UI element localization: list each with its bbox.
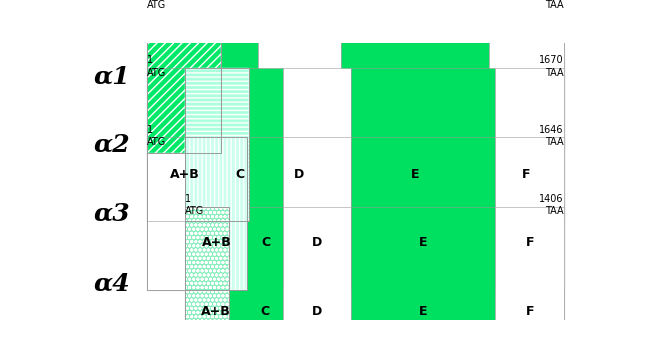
Bar [147,68,184,221]
Text: D: D [312,305,322,318]
Text: C: C [261,236,270,249]
Bar [352,138,495,290]
Text: ATG: ATG [184,207,204,216]
Text: 1: 1 [147,125,154,135]
Bar [184,138,247,290]
Text: A+B: A+B [201,305,231,318]
Text: E: E [419,236,427,249]
Text: F: F [526,305,534,318]
Text: C: C [260,305,270,318]
Text: D: D [294,168,304,181]
Text: 1670: 1670 [539,55,564,66]
Bar [184,207,228,359]
Bar [489,0,564,153]
Bar [228,207,283,359]
Bar [184,138,247,290]
Text: 1: 1 [147,55,154,66]
Bar [352,207,495,359]
Bar [283,207,352,359]
Bar [184,207,564,359]
Text: 1: 1 [184,194,191,204]
Bar [147,68,184,221]
Text: α4: α4 [94,271,130,295]
Bar [352,68,495,221]
Text: α3: α3 [94,202,130,226]
Text: TAA: TAA [545,207,564,216]
Bar [147,138,184,290]
Bar [495,138,564,290]
Text: ATG: ATG [147,68,166,78]
Text: ATG: ATG [147,137,166,147]
Bar [184,207,228,359]
Bar [184,68,250,221]
Bar [257,0,341,153]
Text: TAA: TAA [545,68,564,78]
Bar [250,68,283,221]
Text: 1646: 1646 [539,125,564,135]
Bar [147,0,564,153]
Bar [147,68,564,221]
Bar [247,138,283,290]
Bar [495,207,564,359]
Bar [221,0,257,153]
Bar [495,68,564,221]
Bar [283,68,352,221]
Text: TAA: TAA [545,0,564,10]
Text: TAA: TAA [545,137,564,147]
Text: D: D [312,236,322,249]
Text: 1406: 1406 [539,194,564,204]
Bar [147,138,564,290]
Text: C: C [235,168,244,181]
Text: A+B: A+B [202,236,232,249]
Text: α2: α2 [94,132,130,156]
Bar [147,0,221,153]
Text: A+B: A+B [170,168,199,181]
Bar [147,0,221,153]
Text: ATG: ATG [147,0,166,10]
Text: α1: α1 [94,64,130,89]
Text: F: F [526,236,534,249]
Bar [184,68,250,221]
Bar [341,0,489,153]
Bar [283,138,352,290]
Bar [147,138,184,290]
Text: E: E [419,305,427,318]
Text: F: F [522,168,531,181]
Text: E: E [411,168,419,181]
